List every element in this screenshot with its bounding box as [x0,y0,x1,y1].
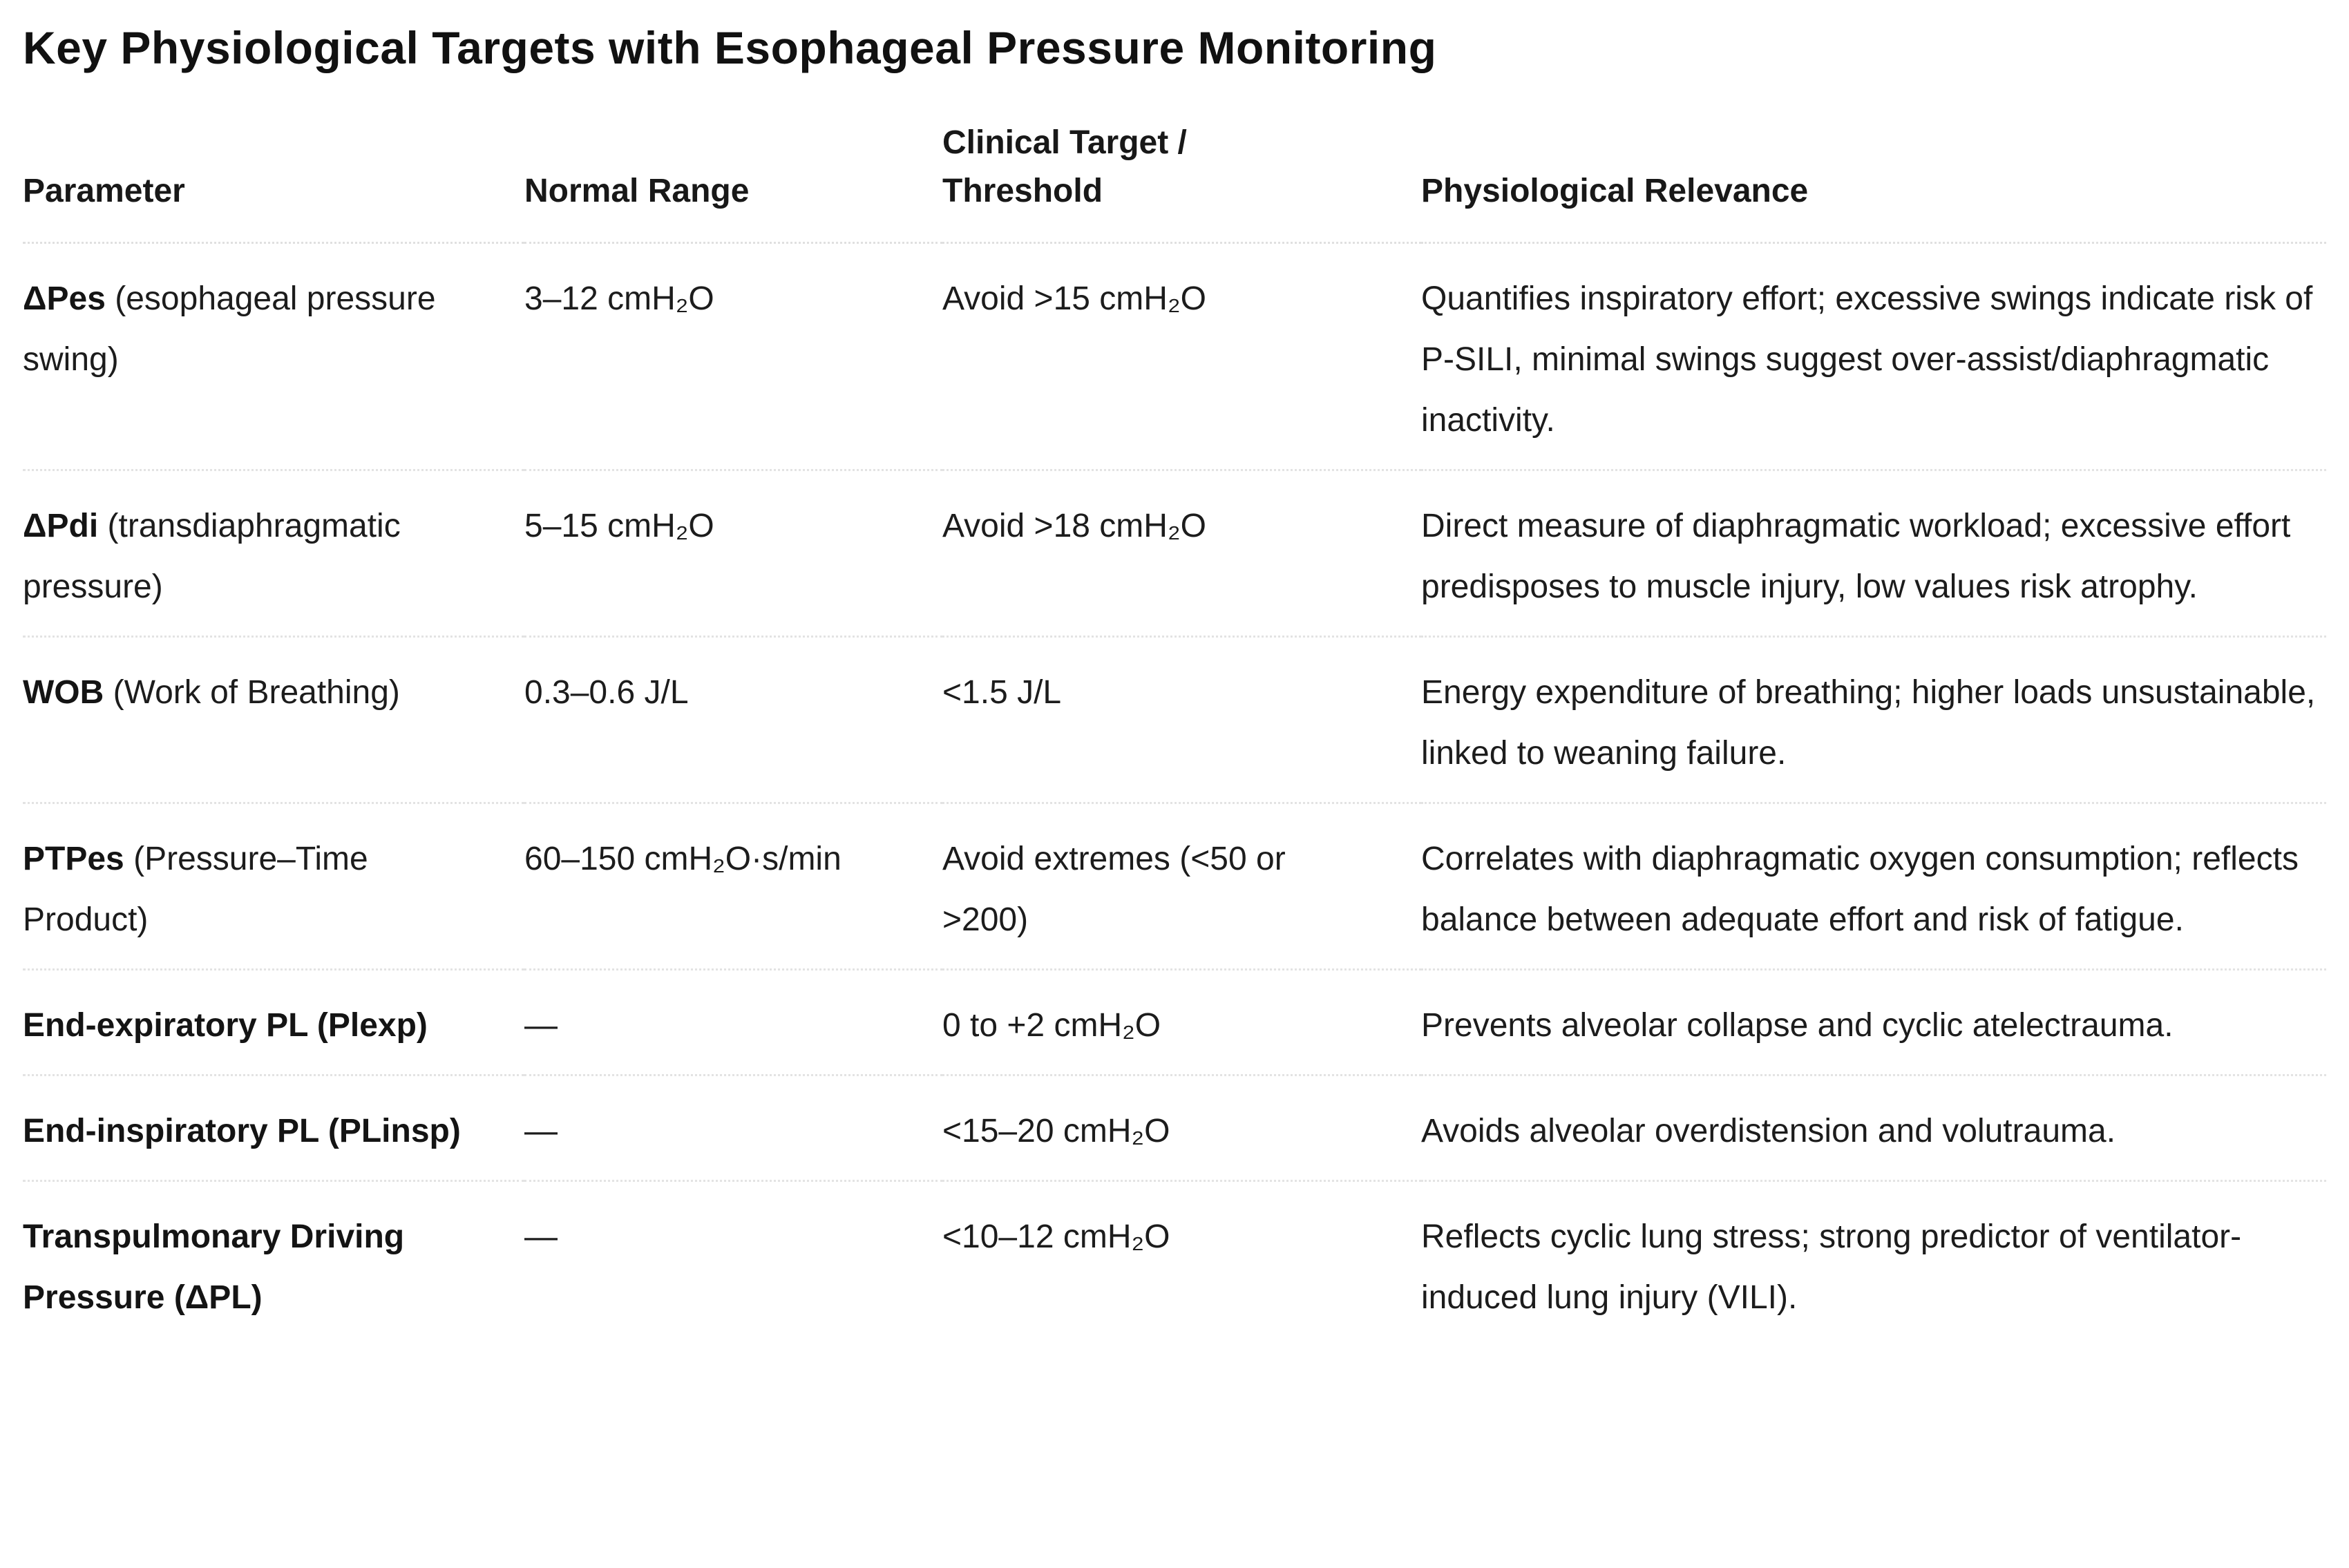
cell-relevance: Quantifies inspiratory effort; excessive… [1421,242,2326,471]
table-row: ΔPdi (transdiaphragmatic pressure) 5–15 … [23,470,2326,638]
cell-parameter: End-expiratory PL (Plexp) [23,969,524,1076]
table-row: WOB (Work of Breathing) 0.3–0.6 J/L <1.5… [23,636,2326,804]
cell-normal-range: — [524,1075,942,1182]
cell-clinical-target: <1.5 J/L [942,636,1421,804]
page-title: Key Physiological Targets with Esophagea… [23,22,1437,73]
parameter-abbreviation: WOB [23,674,104,711]
cell-clinical-target: Avoid >18 cmH₂O [942,470,1421,638]
cell-relevance: Direct measure of diaphragmatic workload… [1421,470,2326,638]
table-row: Transpulmonary Driving Pressure (ΔPL) — … [23,1181,2326,1347]
cell-relevance: Prevents alveolar collapse and cyclic at… [1421,969,2326,1076]
cell-parameter: WOB (Work of Breathing) [23,636,524,804]
header-row: Parameter Normal Range Clinical Target /… [23,75,2326,244]
cell-parameter: PTPes (Pressure–Time Product) [23,803,524,971]
cell-normal-range: 0.3–0.6 J/L [524,636,942,804]
cell-relevance: Energy expenditure of breathing; higher … [1421,636,2326,804]
cell-parameter: ΔPdi (transdiaphragmatic pressure) [23,470,524,638]
cell-parameter: End-inspiratory PL (PLinsp) [23,1075,524,1182]
cell-parameter: ΔPes (esophageal pressure swing) [23,242,524,471]
parameter-description: (transdiaphragmatic pressure) [23,508,401,605]
parameter-abbreviation: PTPes [23,841,124,877]
parameter-description: (esophageal pressure swing) [23,280,436,378]
cell-clinical-target: 0 to +2 cmH₂O [942,969,1421,1076]
parameter-abbreviation: Transpulmonary Driving Pressure (ΔPL) [23,1218,405,1316]
table-row: ΔPes (esophageal pressure swing) 3–12 cm… [23,242,2326,471]
table-body: ΔPes (esophageal pressure swing) 3–12 cm… [23,242,2326,1347]
table-row: End-inspiratory PL (PLinsp) — <15–20 cmH… [23,1075,2326,1182]
page: Key Physiological Targets with Esophagea… [23,22,2326,1346]
parameter-abbreviation: ΔPes [23,280,106,317]
cell-clinical-target: <15–20 cmH₂O [942,1075,1421,1182]
cell-clinical-target: <10–12 cmH₂O [942,1218,1170,1255]
table-row: End-expiratory PL (Plexp) — 0 to +2 cmH₂… [23,969,2326,1076]
parameter-description: (Pressure–Time Product) [23,841,368,938]
cell-normal-range: — [524,1218,558,1255]
cell-normal-range: 3–12 cmH₂O [524,242,942,471]
physiological-targets-table: Parameter Normal Range Clinical Target /… [23,75,2326,1346]
column-header-relevance: Physiological Relevance [1421,75,2326,244]
parameter-abbreviation: End-inspiratory PL (PLinsp) [23,1113,461,1149]
cell-normal-range: — [524,969,942,1076]
cell-parameter: Transpulmonary Driving Pressure (ΔPL) [23,1181,524,1347]
parameter-abbreviation: ΔPdi [23,508,99,544]
parameter-description: (Work of Breathing) [104,674,400,711]
cell-clinical-target: Avoid >15 cmH₂O [942,242,1421,471]
column-header-normal-range: Normal Range [524,75,942,244]
column-header-parameter: Parameter [23,75,524,244]
table-row: PTPes (Pressure–Time Product) 60–150 cmH… [23,803,2326,971]
cell-clinical-target: Avoid extremes (<50 or >200) [942,803,1421,971]
table-header: Parameter Normal Range Clinical Target /… [23,75,2326,244]
parameter-abbreviation: End-expiratory PL (Plexp) [23,1007,428,1044]
cell-normal-range: 60–150 cmH₂O·s/min [524,803,942,971]
column-header-clinical-target: Clinical Target / Threshold [942,75,1421,244]
cell-relevance: Correlates with diaphragmatic oxygen con… [1421,803,2326,971]
cell-normal-range: 5–15 cmH₂O [524,470,942,638]
cell-relevance: Reflects cyclic lung stress; strong pred… [1421,1218,2242,1316]
cell-relevance: Avoids alveolar overdistension and volut… [1421,1075,2326,1182]
